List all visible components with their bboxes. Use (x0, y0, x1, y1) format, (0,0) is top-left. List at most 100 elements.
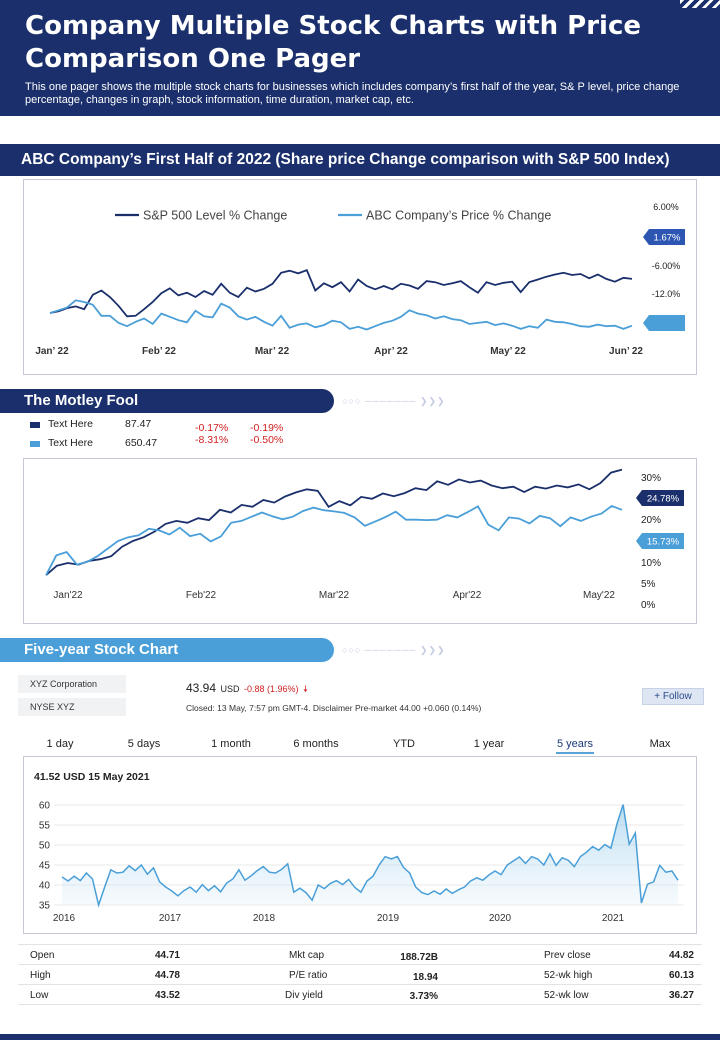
chart3-y-tick: 50 (39, 841, 51, 852)
quote-change: -0.88 (1.96%) (243, 684, 299, 694)
legend-name-1: Text Here (48, 418, 93, 430)
header-stripe (680, 0, 720, 8)
section2-header: The Motley Fool (0, 389, 334, 413)
chart1-x-tick: Apr’ 22 (374, 346, 408, 357)
chart3-area-fill (62, 804, 678, 905)
chart2-frame: Jan'22 Feb'22 Mar'22 Apr'22 May'22 30% 20% 10% 5… (23, 458, 697, 624)
chart1-svg: S&P 500 Level % Change ABC Company’s Pric… (35, 202, 685, 357)
section3-title: Five-year Stock Chart (24, 641, 179, 658)
follow-button[interactable]: + Follow (642, 688, 704, 705)
legend-chg1-2: -8.31% (195, 434, 229, 446)
stat-label-low: Low (30, 990, 49, 1001)
decor-dots-icon-2: ○○○ ─────── ❯❯❯ (342, 645, 446, 655)
chart3-y-tick: 60 (39, 801, 51, 812)
chart3-x-tick: 2021 (602, 913, 625, 924)
stat-value-pe: 18.94 (412, 972, 438, 983)
section1-header: ABC Company’s First Half of 2022 (Share … (0, 144, 720, 176)
tab-5-years[interactable]: 5 years (556, 738, 594, 750)
chart3-title: 41.52 USD 15 May 2021 (34, 771, 150, 783)
chart3-y-tick: 40 (39, 881, 51, 892)
chart1-frame: S&P 500 Level % Change ABC Company’s Pric… (23, 179, 697, 375)
chart2-series-line-2 (45, 504, 623, 576)
stat-value-52wklow: 36.27 (668, 990, 694, 1001)
active-tab-indicator (556, 752, 594, 754)
chart3-x-tick: 2016 (53, 913, 76, 924)
stat-label-high: High (30, 970, 51, 981)
legend-value-1: 87.47 (125, 418, 152, 430)
tab-5-days[interactable]: 5 days (127, 738, 161, 750)
legend-value-2: 650.47 (125, 437, 158, 449)
chart2-y-tick: 20% (641, 515, 661, 526)
chart2-badge-1-shape (636, 490, 684, 506)
stat-value-low: 43.52 (154, 990, 180, 1001)
chart1-series-line-1 (49, 268, 633, 318)
legend-chg2-1: -0.19% (250, 422, 284, 434)
chart1-x-tick: Mar’ 22 (255, 346, 290, 357)
stat-label-mktcap: Mkt cap (289, 950, 325, 961)
quote-line: 43.94 USD -0.88 (1.96%) 🠇 (186, 679, 308, 698)
decor-dots-icon: ○○○ ─────── ❯❯❯ (342, 396, 446, 406)
header-banner: Company Multiple Stock Charts with Price… (0, 0, 720, 116)
chart2-svg: Jan'22 Feb'22 Mar'22 Apr'22 May'22 30% 20% 10% 5… (45, 468, 684, 611)
company-label: XYZ Corporation (18, 675, 126, 693)
quote-currency: USD (220, 684, 240, 694)
tab-6-months[interactable]: 6 months (293, 738, 339, 750)
chart2-y-tick: 0% (641, 600, 656, 611)
stats-divider-3 (18, 1004, 702, 1005)
legend-chg2-2: -0.50% (250, 434, 284, 446)
chart3-x-tick: 2018 (253, 913, 276, 924)
chart1-x-tick: Jun’ 22 (609, 346, 643, 357)
stat-label-prevclose: Prev close (544, 950, 591, 961)
chart2-x-tick: Mar'22 (319, 590, 350, 601)
exchange-label: NYSE XYZ (18, 698, 126, 716)
chart1-x-tick: May’ 22 (490, 346, 526, 357)
chart1-x-tick: Jan’ 22 (35, 346, 69, 357)
stat-value-mktcap: 188.72B (400, 952, 438, 963)
chart2-series-line-1 (45, 468, 623, 576)
page-title: Company Multiple Stock Charts with Price… (25, 11, 641, 74)
chart3-x-tick: 2019 (377, 913, 400, 924)
chart1-badge-abc-shape (643, 315, 685, 331)
down-arrow-icon: 🠇 (302, 684, 308, 694)
section2-title: The Motley Fool (24, 392, 139, 409)
tab-1-month[interactable]: 1 month (211, 738, 251, 750)
tab-max[interactable]: Max (649, 738, 671, 750)
tab-1-day[interactable]: 1 day (46, 738, 74, 750)
chart2-x-tick: Feb'22 (186, 590, 217, 601)
stats-divider-top (18, 944, 702, 945)
chart2-badge-2-label: 15.73% (647, 537, 680, 548)
chart1-right-label: -12.0% (652, 289, 681, 299)
chart3-x-tick: 2020 (489, 913, 512, 924)
chart2-x-tick: Apr'22 (453, 590, 482, 601)
stat-label-52wkhigh: 52-wk high (544, 970, 593, 981)
stat-value-52wkhigh: 60.13 (668, 970, 694, 981)
chart1-series-line-2 (49, 299, 633, 331)
stat-label-52wklow: 52-wk low (544, 990, 589, 1001)
chart1-badge-sp500-shape (643, 229, 685, 245)
quote-price: 43.94 (186, 681, 217, 695)
legend-chg1-1: -0.17% (195, 422, 229, 434)
chart1-badge-sp500-label: 1.67% (654, 233, 681, 244)
chart1-legend-label-1: S&P 500 Level % Change (143, 209, 287, 223)
chart3-y-tick: 55 (39, 821, 51, 832)
stat-value-divyield: 3.73% (409, 991, 438, 1002)
chart3-series-line (61, 804, 679, 908)
chart3-y-tick: 45 (39, 861, 51, 872)
stat-label-open: Open (30, 950, 55, 961)
tab-1-year[interactable]: 1 year (473, 738, 505, 750)
chart1-legend-label-2: ABC Company’s Price % Change (366, 209, 551, 223)
tab-ytd[interactable]: YTD (393, 738, 415, 750)
chart2-y-tick: 5% (641, 579, 656, 590)
chart3-frame: 41.52 USD 15 May 2021 60 55 50 45 40 35 2016 201… (23, 756, 697, 934)
chart2-badge-1-label: 24.78% (647, 494, 680, 505)
closed-text: Closed: 13 May, 7:57 pm GMT-4. Disclaime… (186, 703, 482, 713)
chart1-right-label: 6.00% (653, 202, 679, 212)
footer-bar (0, 1034, 720, 1040)
page-subtitle: This one pager shows the multiple stock … (25, 81, 680, 106)
stat-value-high: 44.78 (154, 970, 180, 981)
stats-divider-1 (18, 964, 702, 965)
section3-header: Five-year Stock Chart (0, 638, 334, 662)
chart2-x-tick: Jan'22 (53, 590, 83, 601)
chart3-y-tick: 35 (39, 901, 51, 912)
